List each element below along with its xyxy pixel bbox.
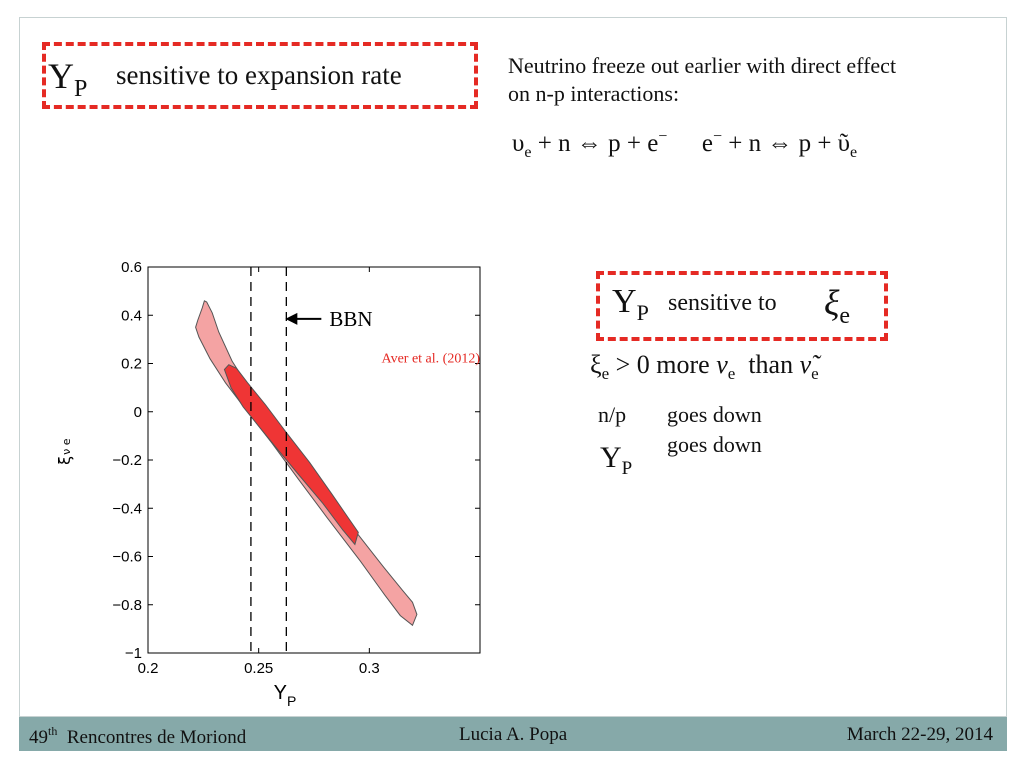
inner-contour [223,364,359,546]
y-tick-label: −0.4 [112,500,142,517]
bbn-lines [250,267,287,653]
slide-frame [19,17,1007,717]
y-tick-label: −0.6 [112,549,142,566]
note-line-1: Neutrino freeze out earlier with direct … [508,53,897,78]
xi-positive-statement: ξe > 0 more νe than ν̃e [590,350,819,383]
x-tick-label: 0.2 [138,660,159,677]
y-tick-label: 0.2 [121,356,142,373]
yp-symbol-2: YP [612,283,649,325]
yp-subscript: P [74,76,88,102]
axis-tick-labels: 0.2 0.25 0.3 0.6 0.4 0.2 0 −0.2 −0.4 −0.6 −0.8 −1 [112,259,379,677]
x-tick-label: 0.3 [359,660,380,677]
footer-bar: 49th Rencontres de Moriond Lucia A. Popa… [19,717,1007,751]
footer-conference: 49th Rencontres de Moriond [29,724,247,748]
y-tick-label: −1 [125,645,142,662]
bbn-annotation: BBN [285,307,373,331]
note-line-2: on n-p interactions: [508,81,680,106]
axis-ticks [147,266,480,654]
xi-sensitivity-box [596,271,888,341]
x-tick-label: 0.25 [244,660,273,677]
y-tick-label: −0.8 [112,597,142,614]
yp-symbol-3: YP [600,441,633,479]
footer-dates: March 22-29, 2014 [846,724,993,745]
yp-symbol: YP [48,56,88,102]
bbn-arrowhead-icon [285,312,298,325]
equation-2: e− + n ⇔ p + ῦe [701,128,858,161]
y-tick-label: 0.4 [121,307,142,324]
freeze-out-note: Neutrino freeze out earlier with direct … [508,52,1008,108]
expansion-rate-box [42,42,478,109]
contour-group [195,300,418,627]
equation-1: υe + n ⇔ p + e− [512,128,668,161]
y-tick-label: 0 [134,404,142,421]
np-ratio-trend: goes down [667,402,762,427]
y-tick-label: 0.6 [121,259,142,276]
footer-author: Lucia A. Popa [459,724,568,745]
yp-trend: goes down [667,432,762,457]
y-axis-label: ξν e [55,438,74,465]
bbn-label: BBN [329,307,372,331]
y-tick-label: −0.2 [112,452,142,469]
np-ratio-label: n/p [598,402,627,427]
sensitive-to-text: sensitive to [668,290,777,316]
x-axis-label: YP [274,682,297,709]
reaction-equations: υe + n ⇔ p + e− e− + n ⇔ p + ῦe [512,128,857,162]
yp-xi-contour-plot: 0.2 0.25 0.3 0.6 0.4 0.2 0 −0.2 −0.4 −0.6 −0.8 −1 Y… [55,259,481,709]
xi-e-symbol: ξe [824,283,851,329]
reference-label: Aver et al. (2012) [382,351,481,366]
expansion-rate-text: sensitive to expansion rate [116,60,402,90]
